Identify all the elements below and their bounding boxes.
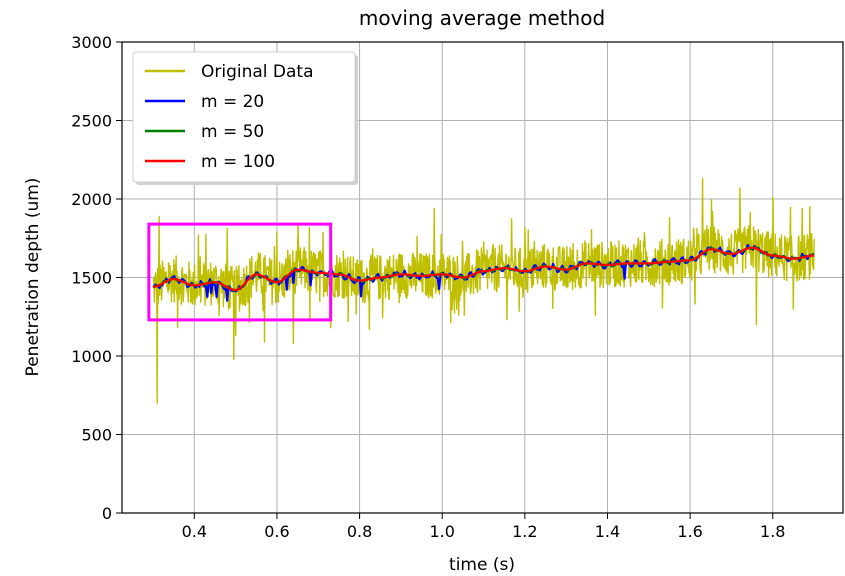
y-tick-label: 1000: [71, 347, 112, 366]
y-axis-ticks: 0 500 1000 1500 2000 2500 3000: [71, 33, 122, 523]
series-line-3: [152, 246, 815, 292]
x-tick-label: 1.2: [512, 522, 537, 541]
highlight-rectangle-group: [147, 222, 333, 322]
y-tick-label: 3000: [71, 33, 112, 52]
y-tick-label: 2500: [71, 112, 112, 131]
y-tick-label: 1500: [71, 269, 112, 288]
chart-title: moving average method: [359, 6, 605, 30]
x-tick-label: 1.4: [595, 522, 620, 541]
highlight-rectangle: [147, 222, 333, 322]
y-axis-label: Penetration depth (um): [23, 178, 43, 377]
x-tick-label: 1.8: [760, 522, 785, 541]
legend-label: m = 100: [201, 152, 275, 172]
x-tick-label: 0.4: [182, 522, 207, 541]
series-group: [152, 177, 815, 404]
legend-label: Original Data: [201, 62, 314, 82]
series-line-0: [152, 177, 815, 404]
x-tick-label: 1.6: [677, 522, 702, 541]
legend-box: [132, 51, 356, 183]
y-tick-label: 2000: [71, 190, 112, 209]
legend: Original Data m = 20 m = 50 m = 100: [132, 51, 358, 185]
x-tick-label: 1.0: [429, 522, 454, 541]
legend-label: m = 20: [201, 92, 264, 112]
y-tick-label: 500: [81, 426, 112, 445]
legend-label: m = 50: [201, 122, 264, 142]
x-tick-label: 0.6: [264, 522, 289, 541]
y-tick-label: 0: [102, 504, 112, 523]
x-axis-label: time (s): [449, 555, 515, 575]
x-axis-ticks: 0.4 0.6 0.8 1.0 1.2 1.4 1.6 1.8: [182, 513, 785, 541]
x-tick-label: 0.8: [347, 522, 372, 541]
